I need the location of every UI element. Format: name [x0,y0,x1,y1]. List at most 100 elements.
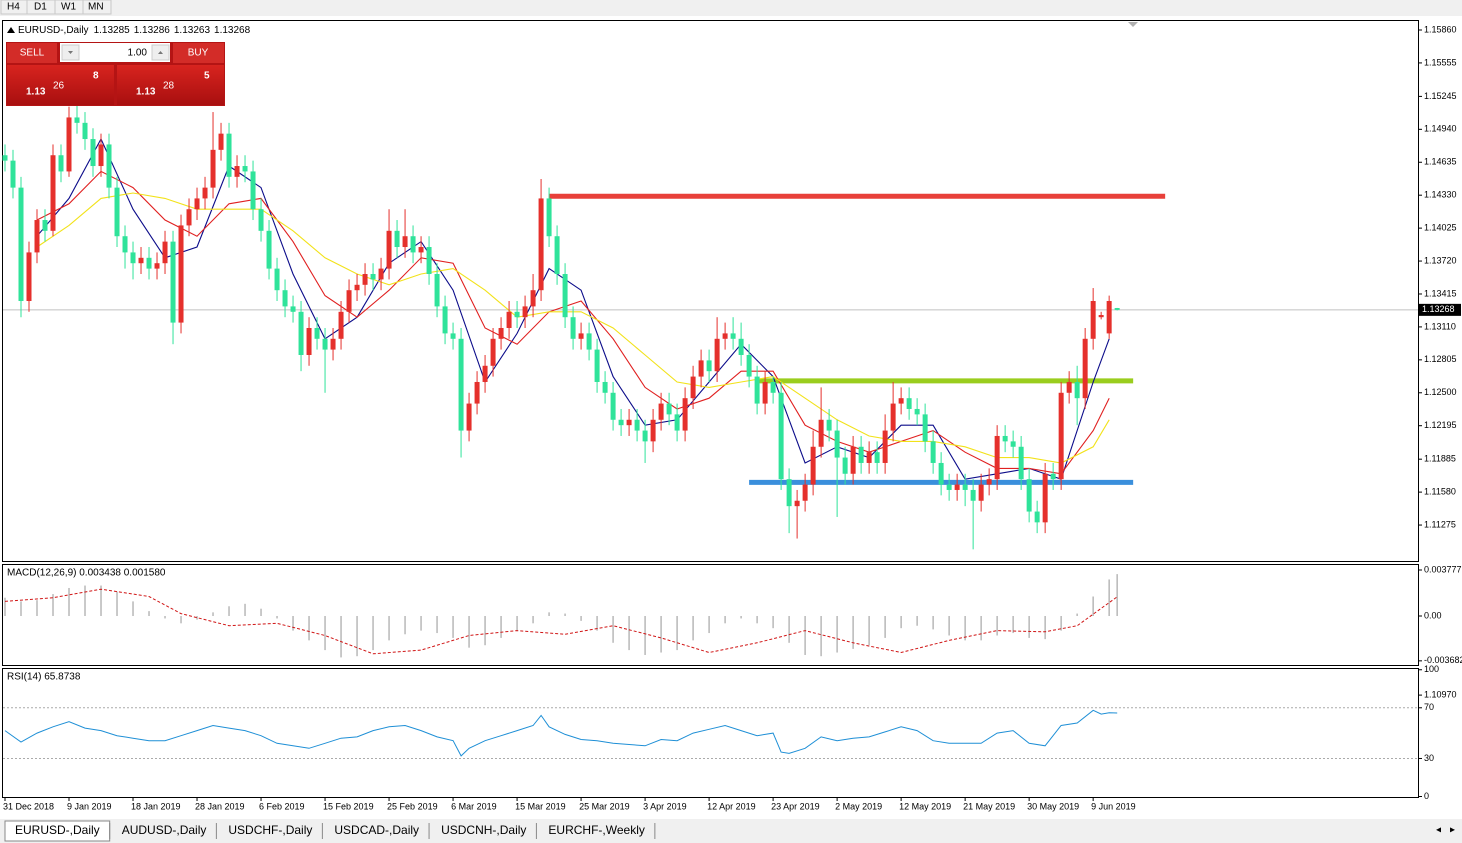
indicator-title: RSI(14) 65.8738 [7,672,81,683]
x-tick-label: 21 May 2019 [963,801,1015,811]
macd-bar [1076,614,1078,616]
candle-body [1075,382,1080,398]
x-tick-label: 28 Jan 2019 [195,801,245,811]
macd-bar [516,616,518,631]
price-pips[interactable]: 26 [53,81,65,92]
timeframe-label[interactable]: MN [88,2,104,13]
candle-body [715,339,720,371]
candle-body [475,382,480,404]
candle-body [1083,339,1088,398]
candle-body [971,490,976,501]
candle-body [1107,301,1112,333]
scroll-left[interactable]: ◂ [1436,825,1441,836]
macd-bar [500,616,502,638]
candle-body [867,452,872,463]
timeframe-label[interactable]: D1 [34,2,47,13]
candle-body [259,209,264,231]
candle-body [419,247,424,252]
macd-bar [628,616,630,650]
candle-body [763,382,768,404]
tab-label[interactable]: AUDUSD-,Daily [122,823,207,837]
candle-body [427,247,432,274]
price-big[interactable]: 1.13 [136,87,156,98]
candle-body [995,436,1000,479]
candle-body [451,333,456,338]
candle-body [323,339,328,350]
candle-body [707,360,712,371]
volume-value[interactable]: 1.00 [128,48,148,59]
candle-body [139,258,144,263]
x-tick-label: 25 Mar 2019 [579,801,630,811]
timeframe-label[interactable]: W1 [61,2,76,13]
y-tick-label: 30 [1424,753,1434,763]
y-tick-label: 1.15245 [1424,91,1457,101]
candle-body [819,420,824,447]
tab-label[interactable]: USDCHF-,Daily [228,823,312,837]
candle-body [1027,479,1032,511]
tab-label[interactable]: EURCHF-,Weekly [548,823,644,837]
candle-body [75,117,80,122]
candle-body [371,274,376,279]
high-value: 1.13286 [134,25,171,36]
candle-body [803,485,808,501]
candle-body [755,377,760,404]
tab-label[interactable]: USDCNH-,Daily [441,823,526,837]
candle-body [699,360,704,376]
open-value: 1.13285 [94,25,131,36]
timeframe-label[interactable]: H4 [7,2,20,13]
candle-body [923,414,928,441]
shift-marker [1128,22,1138,27]
y-tick-label: 1.13110 [1424,321,1456,331]
macd-bar [724,616,726,623]
candle-body [787,479,792,506]
scroll-right[interactable]: ▸ [1450,825,1455,836]
macd-bar [20,601,22,616]
macd-bar [260,609,262,616]
macd-bar [420,616,422,631]
candle-body [235,166,240,177]
buy-label[interactable]: BUY [188,48,209,59]
macd-bar [1012,616,1014,633]
macd-bar [660,616,662,653]
macd-bar [36,600,38,616]
macd-bar [212,612,214,616]
candle-body [443,306,448,333]
close-value: 1.13268 [214,25,251,36]
price-pips[interactable]: 28 [163,81,175,92]
candle-body [331,339,336,350]
price-point[interactable]: 5 [204,71,210,82]
macd-bar [772,616,774,628]
candle-body [619,420,624,425]
candle-body [195,198,200,209]
signal-line [5,589,1117,654]
price-point[interactable]: 8 [93,71,99,82]
current-price-label: 1.13268 [1422,304,1455,314]
macd-bar [788,616,790,643]
candle-body [299,312,304,355]
candle-body [339,312,344,339]
candle-body [115,188,120,237]
candle-body [595,350,600,382]
price-big[interactable]: 1.13 [26,87,46,98]
candle-body [571,317,576,339]
candle-body [635,420,640,431]
candle-body [379,269,384,280]
tab-label[interactable]: EURUSD-,Daily [15,823,100,837]
x-tick-label: 15 Feb 2019 [323,801,374,811]
candle-body [83,123,88,139]
macd-bar [484,616,486,645]
tab-label[interactable]: USDCAD-,Daily [334,823,419,837]
x-tick-label: 2 May 2019 [835,801,882,811]
candle-body [51,155,56,231]
x-tick-label: 9 Jan 2019 [67,801,112,811]
macd-bar [1092,597,1094,616]
macd-bar [692,616,694,640]
candle-body [387,231,392,269]
y-tick-label: 1.12500 [1424,387,1457,397]
macd-bar [836,616,838,653]
candle-body [547,198,552,236]
macd-bar [756,616,758,623]
sell-label[interactable]: SELL [20,48,45,59]
candle-body [491,339,496,366]
y-tick-label: 1.14635 [1424,157,1457,167]
